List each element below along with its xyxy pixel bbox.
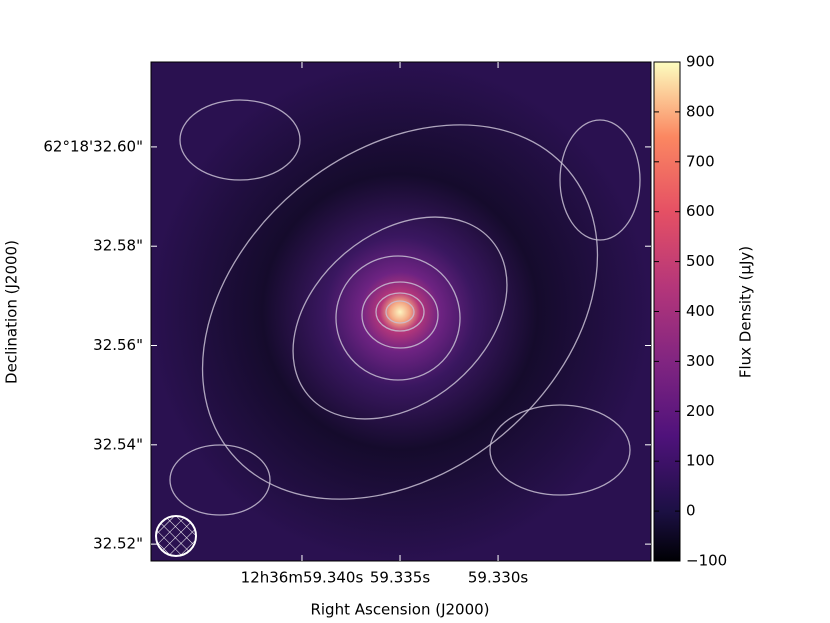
colorbar-tick-label: 0 <box>686 502 696 520</box>
colorbar-tick-label: 200 <box>686 402 715 420</box>
colorbar-label: Flux Density (μJy) <box>737 246 755 378</box>
y-tick-label: 32.58" <box>93 237 143 255</box>
colorbar-tick-label: −100 <box>686 552 727 570</box>
y-tick-label: 32.56" <box>93 336 143 354</box>
x-tick-label: 59.335s <box>370 569 430 587</box>
y-tick-label: 32.54" <box>93 435 143 453</box>
colorbar-tick-label: 700 <box>686 152 715 170</box>
colorbar-tick-label: 100 <box>686 452 715 470</box>
y-tick-label: 62°18'32.60" <box>43 137 143 155</box>
colorbar-tick-label: 600 <box>686 202 715 220</box>
colorbar-tick-label: 800 <box>686 102 715 120</box>
y-axis-label: Declination (J2000) <box>3 240 21 384</box>
image <box>151 62 651 561</box>
colorbar-tick-label: 900 <box>686 53 715 71</box>
x-tick-label: 12h36m59.340s <box>241 569 364 587</box>
x-tick-label: 59.330s <box>468 569 528 587</box>
colorbar-tick-label: 500 <box>686 252 715 270</box>
colorbar-tick-label: 300 <box>686 352 715 370</box>
colorbar-tick-label: 400 <box>686 302 715 320</box>
x-axis-label: Right Ascension (J2000) <box>310 601 489 619</box>
plot-frame <box>150 61 652 562</box>
y-tick-label: 32.52" <box>93 535 143 553</box>
